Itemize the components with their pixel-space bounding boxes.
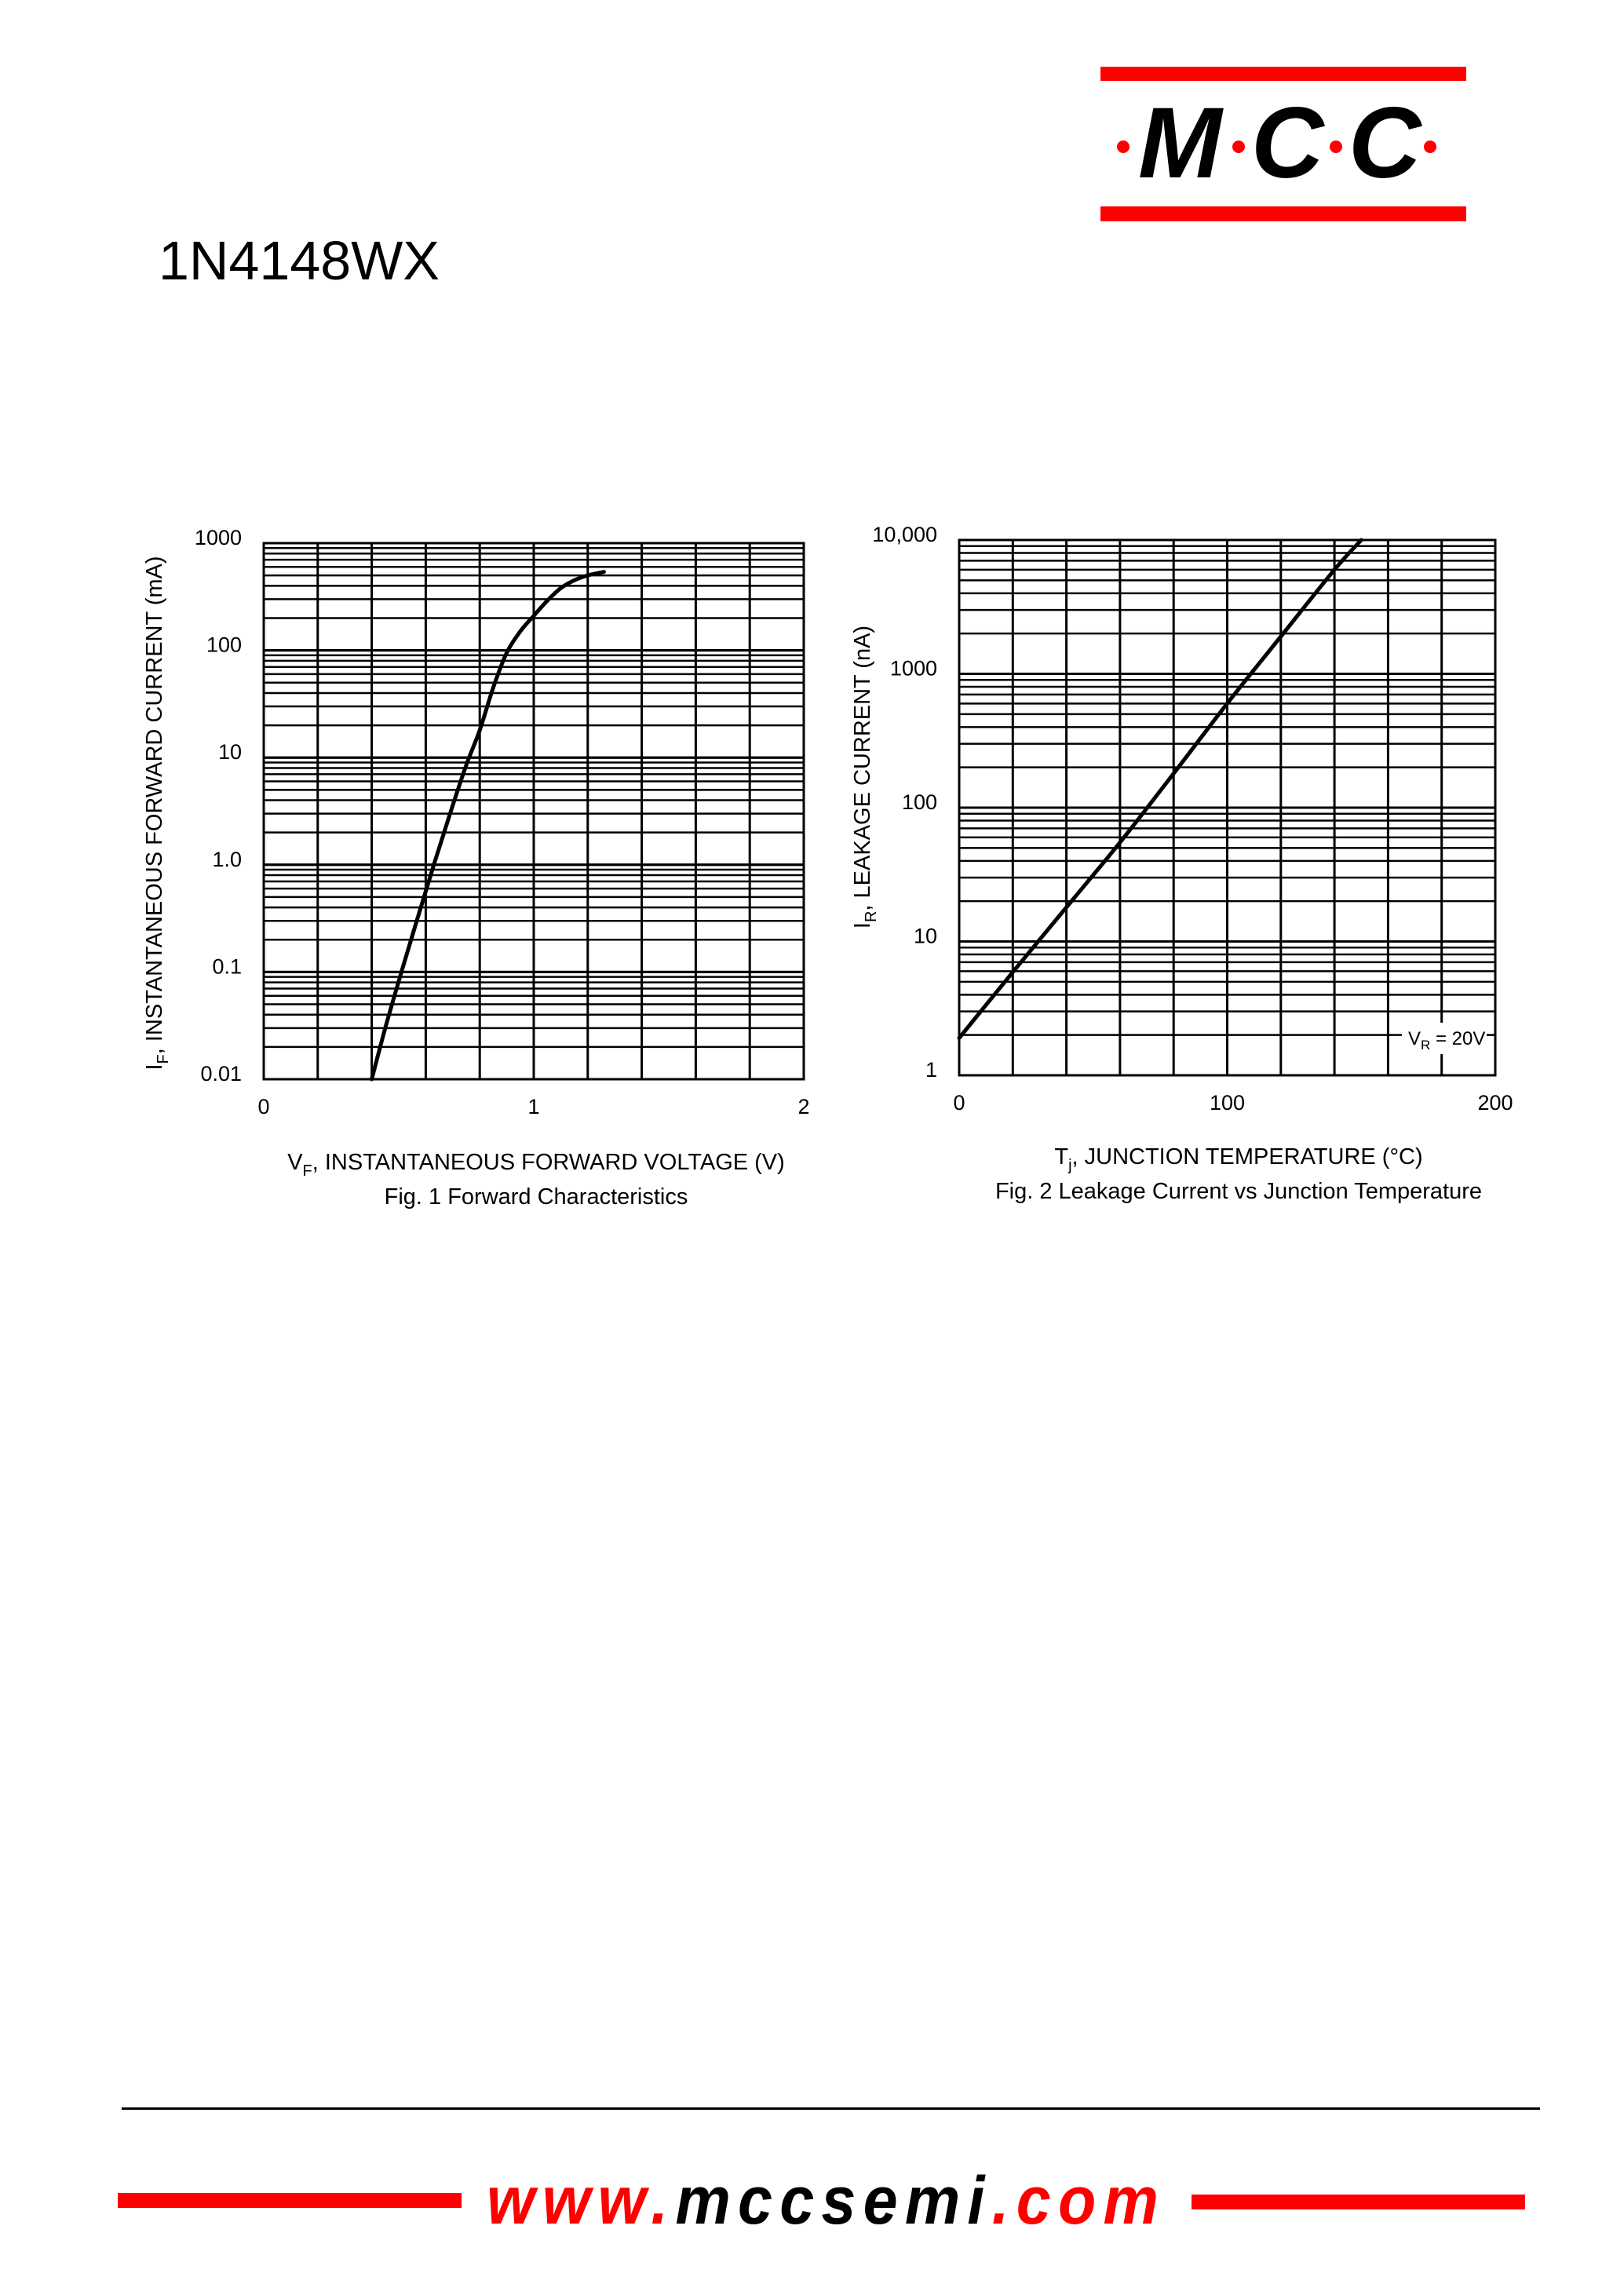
- fig2-curve: [957, 538, 1363, 1040]
- y-tick-label: 1: [925, 1058, 937, 1082]
- x-tick-label: 100: [1210, 1091, 1245, 1115]
- y-tick-label: 1000: [890, 657, 937, 680]
- url-suffix: .com: [991, 2163, 1166, 2238]
- x-tick-label: 200: [1477, 1091, 1513, 1115]
- fig2-x-tick-labels: 0 100 200: [953, 1091, 1513, 1115]
- logo-top-bar: [1100, 67, 1466, 81]
- y-tick-label: 10: [218, 740, 242, 764]
- x-tick-label: 0: [257, 1095, 269, 1118]
- fig1-curve: [370, 570, 606, 1082]
- y-tick-label: 10: [914, 925, 937, 948]
- y-tick-label: 100: [902, 790, 937, 814]
- logo-dot-icon: [1424, 140, 1436, 153]
- x-tick-label: 1: [527, 1095, 539, 1118]
- y-tick-label: 1000: [195, 526, 242, 549]
- logo-dot-icon: [1232, 140, 1245, 153]
- url-domain: mccsemi: [675, 2163, 992, 2238]
- logo-letter-m: M: [1138, 87, 1222, 199]
- footer-left-bar: [118, 2193, 462, 2208]
- footer-right-bar: [1192, 2195, 1525, 2209]
- fig2-y-axis-label: IR, LEAKAGE CURRENT (nA): [850, 626, 880, 929]
- footer-divider: [122, 2107, 1540, 2110]
- fig2-x-axis-label: Tj, JUNCTION TEMPERATURE (°C): [1054, 1144, 1422, 1174]
- fig1-caption: Fig. 1 Forward Characteristics: [385, 1184, 688, 1210]
- logo-dot-icon: [1117, 140, 1130, 153]
- fig1-grid: [262, 542, 805, 1081]
- x-tick-label: 0: [953, 1091, 965, 1115]
- page-title: 1N4148WX: [159, 230, 440, 291]
- logo-dot-icon: [1330, 140, 1342, 153]
- fig2-annotation: VR = 20V: [1408, 1028, 1485, 1053]
- logo-letter-c1: C: [1251, 87, 1324, 199]
- fig1-x-axis-label: VF, INSTANTANEOUS FORWARD VOLTAGE (V): [287, 1150, 785, 1180]
- plot-frame: [958, 538, 1497, 1077]
- y-tick-label: 1.0: [212, 848, 242, 871]
- y-tick-label: 100: [206, 633, 242, 657]
- logo-letter-c2: C: [1348, 87, 1421, 199]
- fig1-x-tick-labels: 0 1 2: [257, 1095, 809, 1118]
- fig2-caption: Fig. 2 Leakage Current vs Junction Tempe…: [995, 1179, 1482, 1204]
- fig2-grid: [958, 538, 1497, 1077]
- plot-frame: [262, 542, 805, 1081]
- logo-letters: M C C: [1100, 93, 1466, 195]
- fig1-y-tick-labels: 0.01 0.1 1.0 10 100 1000: [195, 526, 242, 1085]
- y-tick-label: 0.01: [200, 1062, 242, 1085]
- footer-website-link[interactable]: www.mccsemi.com: [487, 2167, 1159, 2235]
- figure-2-leakage-current: 1 10 100 1000 10,000 0 100 200 IR, LEAKAGE CUR…: [850, 523, 1513, 1204]
- figure-1-forward-characteristics: 0.01 0.1 1.0 10 100 1000 0 1 2 IF, INSTANTANEOU…: [142, 526, 810, 1210]
- url-prefix: www.: [487, 2163, 676, 2238]
- fig2-y-tick-labels: 1 10 100 1000 10,000: [872, 523, 937, 1082]
- y-tick-label: 10,000: [872, 523, 937, 546]
- x-tick-label: 2: [797, 1095, 809, 1118]
- logo-bottom-bar: [1100, 206, 1466, 221]
- fig1-y-axis-label: IF, INSTANTANEOUS FORWARD CURRENT (mA): [142, 556, 172, 1070]
- y-tick-label: 0.1: [212, 954, 242, 978]
- fig2-annotation-bg: [1402, 1023, 1487, 1054]
